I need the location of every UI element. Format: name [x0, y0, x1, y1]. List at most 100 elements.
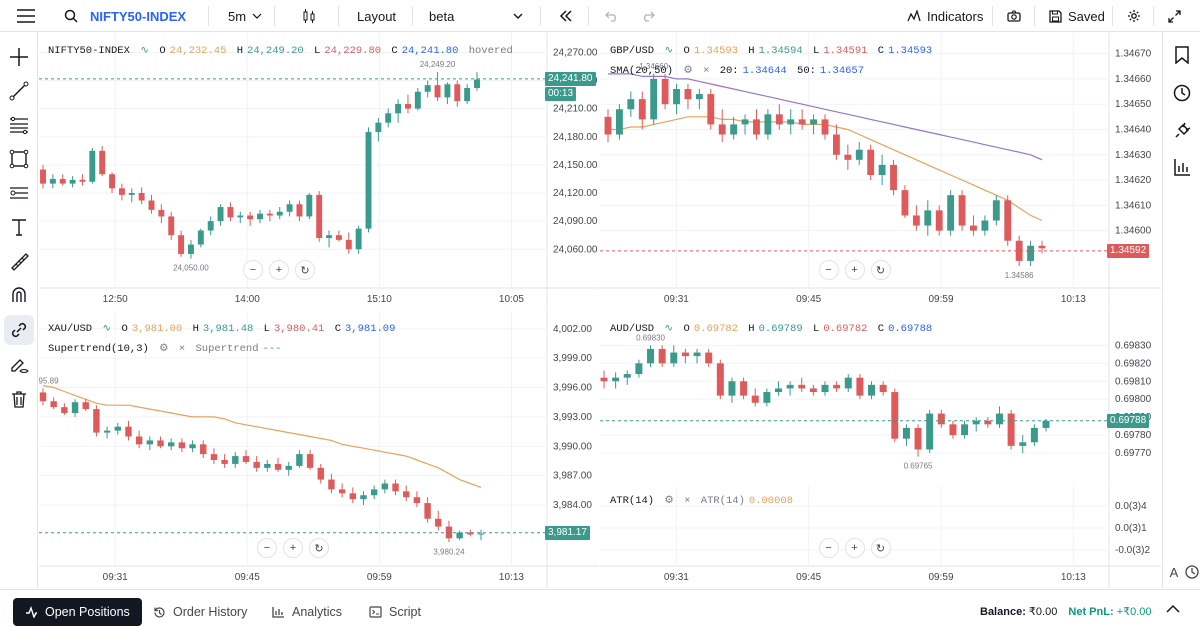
settings-icon[interactable]: ⚙	[664, 495, 674, 507]
zoom-in-button[interactable]: +	[844, 538, 865, 558]
time-tick-label: 09:31	[103, 572, 128, 583]
close-icon[interactable]: ×	[178, 343, 186, 355]
chart-pane-audusd[interactable]: 0.698300.698200.698100.698000.697900.697…	[600, 311, 1161, 485]
high-marker-label: 0.69830	[636, 333, 665, 342]
close-icon[interactable]: ×	[703, 65, 710, 77]
reset-zoom-button[interactable]: ↻	[870, 538, 891, 558]
layout-select[interactable]: beta	[429, 0, 523, 32]
candle-body	[39, 392, 47, 402]
balance-label: Balance:	[980, 606, 1026, 618]
price-tick-label: 3,993.00	[553, 412, 592, 423]
redo-button[interactable]	[641, 0, 655, 32]
legend-symbol: GBP/USD	[610, 45, 655, 57]
candle-body	[93, 409, 100, 433]
candle-body	[157, 440, 164, 447]
candle-body	[638, 99, 646, 120]
zoom-out-button[interactable]: −	[818, 260, 839, 280]
close-icon[interactable]: ×	[684, 495, 691, 507]
chart-pane-xauusd[interactable]: 4,002.00 3,999.00 3,996.00 3,993.00 3,990.00…	[39, 311, 599, 588]
settings-button[interactable]	[1127, 0, 1141, 32]
reset-zoom-button[interactable]: ↻	[870, 260, 891, 280]
chart-pane-gbpusd[interactable]: 1.34670 1.34660 1.34650 1.34640 1.34630 1.346…	[600, 33, 1161, 310]
trendline-tool[interactable]	[6, 78, 32, 104]
chart-type-button[interactable]	[302, 0, 316, 32]
legend-wave-icon: ∿	[664, 323, 674, 335]
watchlist-button[interactable]	[1171, 44, 1193, 66]
data-window-button[interactable]	[1171, 156, 1193, 178]
candle-body	[1015, 240, 1023, 261]
last-price-tag: 1.34592	[1107, 243, 1150, 258]
replay-button[interactable]	[559, 0, 573, 32]
history-icon	[154, 606, 165, 618]
zoom-out-button[interactable]: −	[818, 538, 839, 558]
delete-tool[interactable]	[6, 386, 32, 412]
undo-button[interactable]	[605, 0, 619, 32]
magnet-tool[interactable]	[6, 282, 32, 308]
settings-icon[interactable]: ⚙	[159, 343, 169, 355]
pane-legend: AUD/USD ∿ O 0.69782 H 0.69789 L 0.69782 C 0.…	[610, 323, 933, 335]
zoom-out-button[interactable]: −	[257, 538, 277, 558]
chart-pane-nifty[interactable]: 24,270.0024,240.0024,210.0024,180.0024,1…	[39, 33, 599, 310]
candle-body	[1030, 427, 1038, 443]
crosshair-tool[interactable]	[6, 44, 32, 70]
candle-body	[832, 134, 840, 155]
indicator-pane-atr[interactable]: 0.0(3)4 0.0(3)1 -0.0(3)2 09:31 09:45 09:59 10:…	[600, 486, 1161, 588]
time-tick-label: 10:05	[499, 294, 524, 305]
candle-body	[237, 215, 244, 218]
indicator-legend[interactable]: Supertrend(10,3) ⚙ × Supertrend ---	[48, 342, 285, 355]
zoom-in-button[interactable]: +	[269, 260, 289, 280]
zoom-in-button[interactable]: +	[283, 538, 303, 558]
symbol-search[interactable]: NIFTY50-INDEX	[64, 0, 186, 32]
candle-body	[879, 384, 887, 393]
interval-select[interactable]: 5m	[228, 0, 262, 32]
menu-button[interactable]	[16, 0, 36, 32]
saved-label: Saved	[1068, 8, 1105, 24]
indicator-legend[interactable]: ATR(14) ⚙ × ATR(14) 0.00008	[610, 494, 797, 507]
position-tool[interactable]	[6, 180, 32, 206]
candle-body	[958, 195, 966, 226]
legend-open: 3,981.00	[131, 323, 183, 335]
reset-zoom-button[interactable]: ↻	[309, 538, 329, 558]
tab-script[interactable]: Script	[369, 598, 421, 626]
candle-body	[207, 221, 214, 231]
timezone-button[interactable]	[1181, 561, 1200, 583]
legend-high: 1.34594	[758, 45, 803, 57]
candle-body	[264, 463, 271, 468]
candle-body	[774, 388, 782, 393]
tab-analytics[interactable]: Analytics	[272, 598, 342, 626]
tab-order-history[interactable]: Order History	[153, 598, 247, 626]
bar-countdown-tag: 00:13	[545, 86, 577, 101]
text-tool[interactable]	[6, 214, 32, 240]
alerts-button[interactable]	[1171, 82, 1193, 104]
sma50-line	[608, 73, 1043, 161]
layout-button[interactable]: Layout	[357, 0, 396, 32]
expand-panel-button[interactable]	[1166, 603, 1180, 615]
tab-open-positions[interactable]: Open Positions	[13, 598, 142, 626]
zoom-out-button[interactable]: −	[243, 260, 263, 280]
link-tool[interactable]	[4, 315, 34, 345]
fib-tool[interactable]	[6, 112, 32, 138]
candle-body	[787, 119, 795, 125]
indicator-label: ATR(14)	[700, 495, 745, 507]
price-tick-label: 0.69800	[1115, 394, 1152, 405]
candle-body	[232, 456, 239, 464]
rectangle-tool[interactable]	[6, 146, 32, 172]
indicator-v1-label: 20:	[719, 65, 739, 77]
auto-scale-button[interactable]: A	[1163, 561, 1185, 583]
legend-close: 1.34593	[888, 45, 933, 57]
save-button[interactable]: Saved	[1049, 0, 1105, 32]
indicators-button[interactable]: Indicators	[907, 0, 983, 32]
candle-body	[135, 436, 143, 445]
measure-tool[interactable]	[6, 248, 32, 274]
indicators-label: Indicators	[927, 8, 984, 24]
reset-zoom-button[interactable]: ↻	[295, 260, 315, 280]
fullscreen-button[interactable]	[1168, 0, 1181, 32]
xauusd-svg: 4,002.00 3,999.00 3,996.00 3,993.00 3,990.00…	[39, 311, 599, 588]
ideas-button[interactable]	[1171, 120, 1193, 142]
settings-icon[interactable]: ⚙	[683, 65, 693, 77]
indicator-legend[interactable]: SMA(20,50) ⚙ × 20: 1.34644 50: 1.34657	[610, 64, 868, 77]
visibility-tool[interactable]	[6, 352, 32, 378]
candle-body	[61, 407, 68, 413]
zoom-in-button[interactable]: +	[844, 260, 865, 280]
screenshot-button[interactable]	[1007, 0, 1021, 32]
